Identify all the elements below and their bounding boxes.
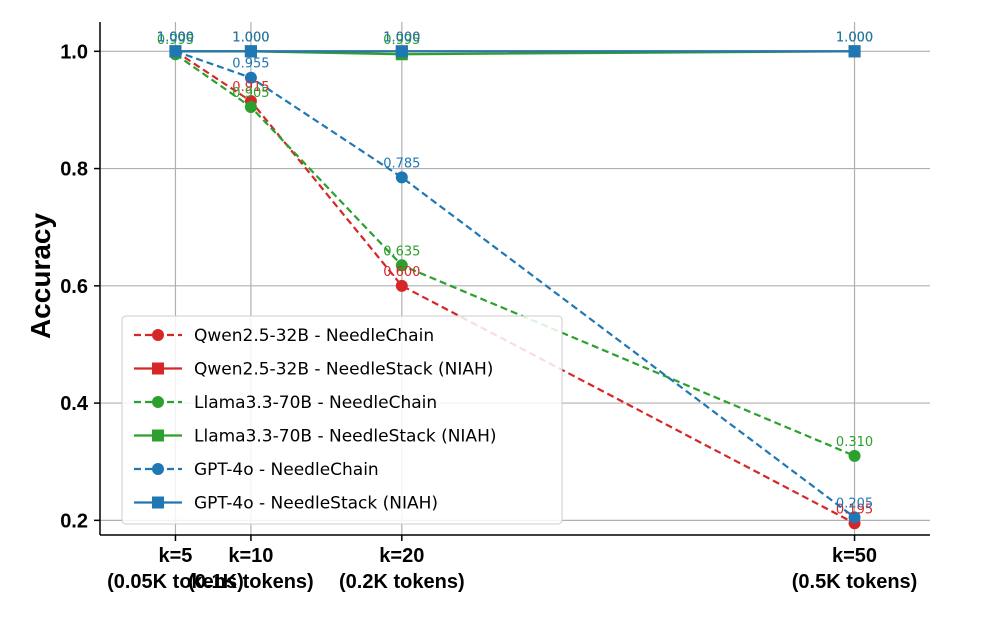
legend-marker [152, 463, 164, 475]
legend-label: Qwen2.5-32B - NeedleStack (NIAH) [194, 360, 493, 380]
legend-label: GPT-4o - NeedleStack (NIAH) [194, 494, 438, 514]
legend-box [121, 315, 563, 525]
legend: Qwen2.5-32B - NeedleChain Qwen2.5-32B - N… [121, 315, 563, 525]
data-label: 0.205 [836, 496, 873, 511]
series-line [174, 50, 856, 525]
legend-marker [152, 362, 164, 375]
data-point [395, 279, 408, 292]
y-axis-label: Accuracy [25, 213, 56, 340]
data-label: 1.000 [157, 30, 194, 45]
x-tick-label: (0.1K tokens) [188, 571, 314, 593]
legend-item: Llama3.3-70B - NeedleStack (NIAH) [134, 427, 496, 447]
data-point [244, 45, 257, 58]
y-tick-label: 0.4 [60, 393, 89, 415]
legend-item: Qwen2.5-32B - NeedleStack (NIAH) [134, 360, 493, 380]
x-tick-label: k=5 [158, 545, 192, 567]
series-3 [169, 45, 861, 61]
legend-item: GPT-4o - NeedleStack (NIAH) [134, 494, 438, 514]
x-tick-label: k=10 [228, 545, 273, 567]
data-label: 0.785 [383, 156, 420, 171]
legend-marker [152, 329, 164, 341]
data-label: 0.905 [232, 86, 269, 101]
axes: 0.2 0.4 0.6 0.8 1.0 k=5 (0.05K tokens) k=10 (0.1… [60, 22, 930, 593]
data-label: 1.000 [157, 30, 194, 45]
data-point [395, 45, 408, 58]
legend-item: GPT-4o - NeedleChain [134, 460, 379, 480]
y-tick-label: 0.2 [60, 510, 88, 532]
data-label: 0.955 [232, 57, 269, 72]
data-label: 0.995 [383, 33, 420, 48]
data-point [169, 45, 182, 58]
legend-label: Llama3.3-70B - NeedleStack (NIAH) [194, 427, 496, 447]
data-label: 1.000 [232, 30, 269, 45]
data-label: 1.000 [232, 30, 269, 45]
data-point [244, 101, 257, 114]
legend-label: Qwen2.5-32B - NeedleChain [194, 326, 434, 346]
x-tick-label: (0.05K tokens) [107, 571, 244, 593]
x-tick-label: k=50 [832, 545, 877, 567]
data-point [848, 45, 861, 58]
data-point [244, 71, 257, 84]
data-label: 0.310 [836, 435, 873, 450]
series-line [174, 53, 855, 457]
y-tick-label: 0.8 [60, 159, 88, 181]
data-label: 1.000 [836, 30, 873, 45]
x-tick-label: k=20 [379, 545, 424, 567]
y-tick-label: 0.6 [60, 276, 88, 298]
legend-label: Llama3.3-70B - NeedleChain [194, 393, 437, 413]
data-label: 0.915 [232, 80, 269, 95]
x-tick-label: (0.2K tokens) [339, 571, 465, 593]
legend-marker [152, 429, 164, 442]
series-layer [169, 45, 861, 530]
data-label: 0.995 [157, 33, 194, 48]
data-label: 1.000 [836, 30, 873, 45]
x-tick-label: (0.5K tokens) [792, 571, 918, 593]
data-label: 1.000 [232, 30, 269, 45]
legend-item: Qwen2.5-32B - NeedleChain [134, 326, 434, 346]
series-line [175, 50, 856, 519]
legend-item: Llama3.3-70B - NeedleChain [134, 393, 437, 413]
legend-label: GPT-4o - NeedleChain [194, 460, 379, 480]
data-label: 0.195 [836, 502, 873, 517]
data-label: 0.600 [383, 265, 420, 280]
data-label: 0.635 [383, 244, 420, 259]
data-label: 1.000 [157, 30, 194, 45]
legend-marker [152, 396, 164, 408]
data-label: 1.000 [157, 30, 194, 45]
data-point [848, 449, 861, 462]
data-point [395, 171, 408, 184]
legend-marker [152, 496, 164, 509]
data-point [395, 259, 408, 272]
series-5 [169, 45, 861, 58]
data-label: 1.000 [383, 30, 420, 45]
y-tick-label: 1.0 [60, 41, 88, 63]
data-label: 1.000 [836, 30, 873, 45]
data-point [848, 511, 861, 524]
data-label: 1.000 [157, 30, 194, 45]
data-label: 1.000 [383, 30, 420, 45]
